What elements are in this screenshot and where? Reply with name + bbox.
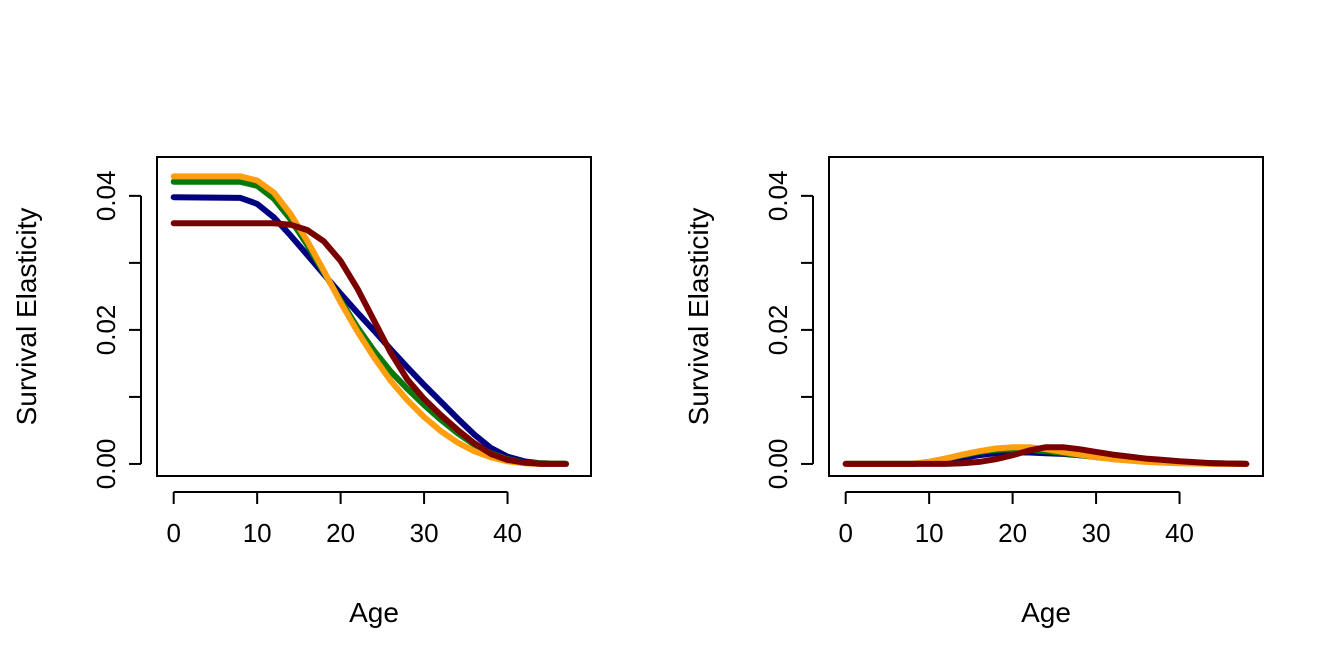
x-tick-label: 0 (838, 518, 852, 548)
series-line-4 (842, 444, 1250, 467)
y-axis-title: Survival Elasticity (11, 208, 42, 426)
left-panel: 0 10 20 30 40 0.00 0.02 0.04 Age Survival Elastic… (11, 156, 592, 628)
x-tick-label: 30 (1082, 518, 1111, 548)
x-tick-label: 20 (998, 518, 1027, 548)
x-axis-title: Age (349, 597, 399, 628)
x-tick-label: 30 (410, 518, 439, 548)
x-tick-label: 40 (493, 518, 522, 548)
y-tick-label: 0.04 (763, 171, 793, 222)
plot-frame (156, 156, 592, 477)
y-tick-label: 0.04 (91, 171, 121, 222)
x-tick-label: 10 (243, 518, 272, 548)
y-tick-label: 0.02 (763, 305, 793, 356)
y-tick-label: 0.00 (763, 439, 793, 490)
plot-frame (828, 156, 1264, 477)
y-tick-label: 0.00 (91, 439, 121, 490)
y-axis-title: Survival Elasticity (683, 208, 714, 426)
x-axis-title: Age (1021, 597, 1071, 628)
x-tick-label: 40 (1165, 518, 1194, 548)
x-tick-label: 20 (326, 518, 355, 548)
series-line-1 (170, 194, 569, 467)
x-tick-label: 0 (166, 518, 180, 548)
y-tick-label: 0.02 (91, 305, 121, 356)
series-line-4 (170, 220, 569, 467)
right-panel: 0 10 20 30 40 0.00 0.02 0.04 Age Survival Elastic… (683, 156, 1264, 628)
x-tick-label: 10 (915, 518, 944, 548)
series-line-3 (170, 173, 569, 467)
